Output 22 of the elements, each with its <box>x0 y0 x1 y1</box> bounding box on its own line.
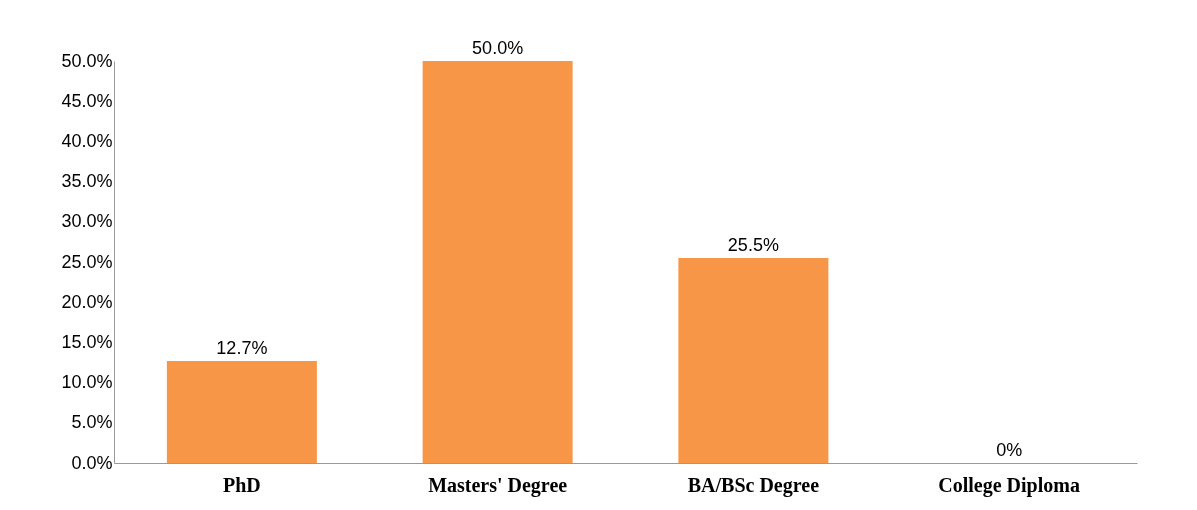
y-tick-label: 20.0% <box>61 291 113 312</box>
bar <box>422 61 573 463</box>
data-label: 50.0% <box>472 38 524 58</box>
y-tick-label: 45.0% <box>61 90 113 111</box>
data-label: 25.5% <box>727 234 779 255</box>
y-tick-label: 40.0% <box>61 130 113 151</box>
y-tick-label: 0.0% <box>71 452 113 473</box>
y-tick-label: 5.0% <box>71 412 113 433</box>
x-tick-label: BA/BSc Degree <box>687 473 820 497</box>
data-label: 0% <box>996 440 1023 460</box>
y-tick-label: 10.0% <box>61 372 113 393</box>
y-tick-label: 50.0% <box>61 50 113 71</box>
y-tick-label: 15.0% <box>61 331 113 352</box>
x-tick-label: PhD <box>222 473 261 496</box>
x-tick-label: Masters' Degree <box>428 473 568 497</box>
x-tick-label: College Diploma <box>938 473 1080 497</box>
data-label: 12.7% <box>216 337 268 358</box>
bar <box>166 360 317 463</box>
bar <box>678 257 829 463</box>
y-tick-label: 30.0% <box>61 211 113 232</box>
y-tick-label: 35.0% <box>61 171 113 192</box>
y-tick-label: 25.0% <box>61 251 113 272</box>
